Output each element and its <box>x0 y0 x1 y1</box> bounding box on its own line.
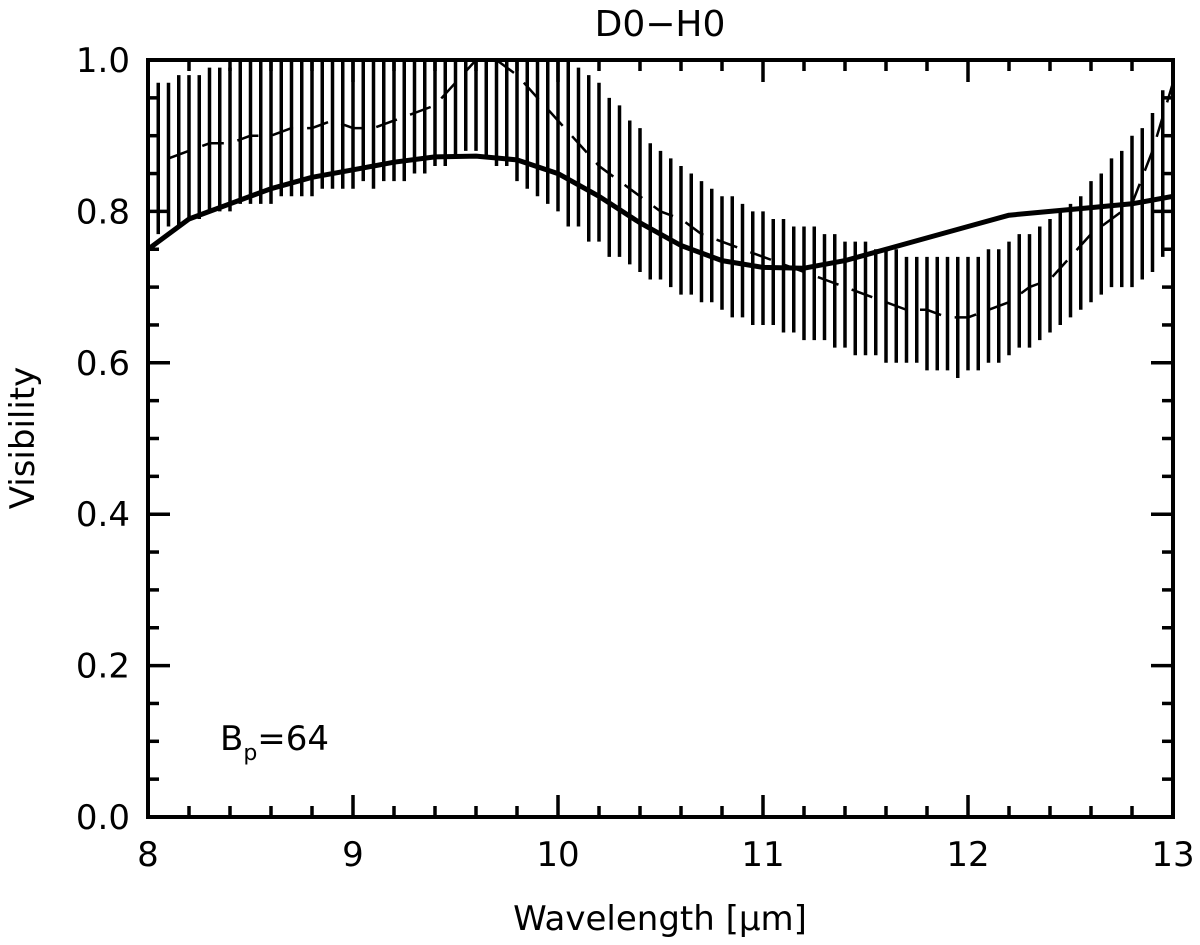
x-tick-label: 13 <box>1151 835 1194 875</box>
dashed-series-line <box>168 60 1173 319</box>
y-tick-label: 1.0 <box>76 41 130 81</box>
x-axis-title: Wavelength [μm] <box>513 899 807 939</box>
annotation-value: =64 <box>257 719 329 759</box>
x-tick-label: 8 <box>137 835 159 875</box>
x-tick-label: 11 <box>741 835 784 875</box>
annotation-base: B <box>220 719 243 759</box>
y-tick-label: 0.4 <box>76 495 130 535</box>
x-tick-label: 12 <box>946 835 989 875</box>
solid-series-line <box>148 153 1173 271</box>
y-tick-label: 0.2 <box>76 647 130 687</box>
chart-title: D0−H0 <box>595 4 726 45</box>
x-tick-label: 9 <box>342 835 364 875</box>
plot-frame <box>146 58 1175 819</box>
series-lines <box>148 60 1173 319</box>
tick-labels: 8 9 10 11 12 13 0.0 0.2 0.4 0.6 0.8 1.0 <box>76 41 1195 875</box>
y-tick-label: 0.0 <box>76 798 130 838</box>
x-tick-label: 10 <box>536 835 579 875</box>
baseline-annotation: Bp=64 <box>220 719 329 766</box>
annotation-subscript: p <box>243 741 257 766</box>
error-bars <box>156 60 1173 378</box>
y-axis-title: Visibility <box>3 367 43 510</box>
y-tick-label: 0.6 <box>76 344 130 384</box>
y-tick-label: 0.8 <box>76 192 130 232</box>
